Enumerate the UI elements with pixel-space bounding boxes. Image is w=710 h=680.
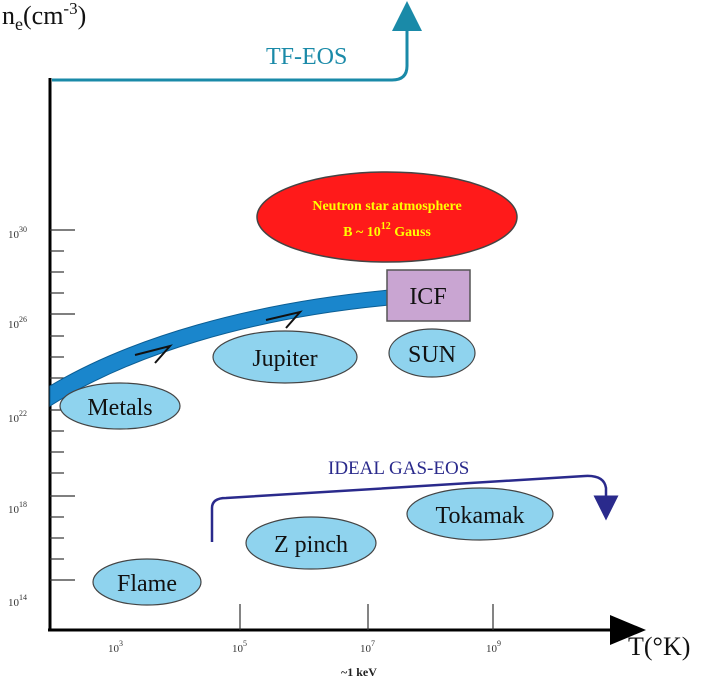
y-axis-label: ne(cm-3): [2, 0, 86, 34]
band-arrow-2: [265, 310, 303, 329]
y-tick-label-1e26: 1026: [8, 315, 27, 331]
x-tick-label-1e9: 109: [486, 639, 501, 655]
icf-label: ICF: [409, 284, 446, 310]
sun-label: SUN: [408, 342, 456, 368]
y-tick-label-1e14: 1014: [8, 593, 27, 609]
y-ticks: [50, 229, 75, 581]
tf-eos-boundary: [52, 1, 422, 82]
x-ticks: [239, 604, 494, 630]
neutron-star-label: Neutron star atmosphere: [312, 199, 461, 214]
ideal-gas-eos-boundary: [210, 474, 619, 542]
tf-eos-label: TF-EOS: [266, 44, 347, 70]
band-arrow-1: [134, 344, 173, 364]
y-tick-label-1e22: 1022: [8, 409, 27, 425]
jupiter-label: Jupiter: [252, 346, 317, 372]
x-tick-label-1e5: 105: [232, 639, 247, 655]
metals-region: [59, 382, 181, 430]
z-pinch-label: Z pinch: [274, 532, 348, 558]
ideal-gas-eos-label: IDEAL GAS-EOS: [328, 458, 469, 479]
y-tick-label-1e30: 1030: [8, 225, 27, 241]
icf-region: [386, 269, 471, 322]
z-pinch-region: [245, 516, 377, 570]
metals-label: Metals: [87, 395, 152, 421]
neutron-star-field-label: B ~ 1012 Gauss: [343, 221, 431, 240]
x-axis-label: T(°K): [628, 632, 690, 661]
sun-region: [388, 328, 476, 378]
x-tick-label-1e7: 107: [360, 639, 375, 655]
x-axis-note: ~1 keV: [341, 665, 377, 679]
flame-label: Flame: [117, 571, 177, 597]
tokamak-region: [406, 487, 554, 541]
tokamak-label: Tokamak: [436, 503, 525, 529]
y-tick-label-1e18: 1018: [8, 500, 27, 516]
x-tick-label-1e3: 103: [108, 639, 123, 655]
neutron-star-region: [256, 171, 518, 263]
jupiter-region: [212, 330, 358, 384]
flame-region: [92, 558, 202, 606]
